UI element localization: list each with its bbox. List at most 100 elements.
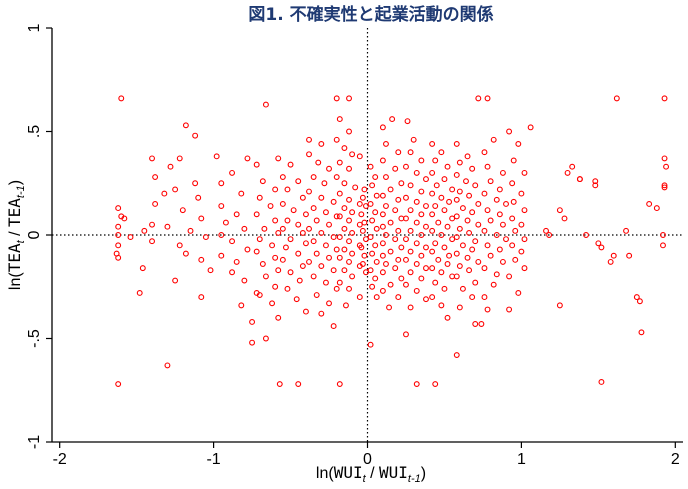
data-point <box>359 194 366 201</box>
data-point <box>229 269 236 276</box>
data-point <box>403 215 409 222</box>
data-point <box>306 136 312 143</box>
data-point <box>518 190 525 197</box>
data-point <box>218 180 225 187</box>
data-point <box>336 190 343 197</box>
data-point <box>233 258 240 265</box>
data-point <box>296 277 303 284</box>
data-point <box>269 242 276 249</box>
data-point <box>464 254 471 261</box>
data-point <box>346 95 352 102</box>
data-point <box>592 178 599 185</box>
data-point <box>341 225 348 232</box>
data-point <box>512 227 519 234</box>
data-point <box>287 269 294 276</box>
data-point <box>413 287 420 294</box>
data-point <box>432 157 439 164</box>
data-point <box>478 321 485 327</box>
data-point <box>367 234 374 241</box>
data-point <box>259 178 266 185</box>
data-point <box>413 169 420 176</box>
data-point <box>503 201 509 207</box>
data-point <box>279 201 286 207</box>
data-point <box>229 169 236 176</box>
data-point <box>459 285 466 292</box>
data-point <box>361 219 368 226</box>
data-point <box>387 248 394 255</box>
data-point <box>318 229 325 236</box>
data-point <box>423 223 429 230</box>
data-point <box>429 265 436 272</box>
data-point <box>387 219 394 226</box>
data-point <box>429 169 436 176</box>
data-point <box>456 225 463 232</box>
data-point <box>213 153 220 160</box>
data-point <box>435 256 442 263</box>
data-point <box>302 308 309 315</box>
data-point <box>293 296 300 303</box>
data-point <box>407 248 414 255</box>
data-point <box>363 203 369 209</box>
data-point <box>373 294 380 301</box>
data-point <box>379 157 386 164</box>
data-point <box>509 242 516 249</box>
data-point <box>484 207 491 214</box>
data-point <box>556 302 563 309</box>
data-point <box>275 229 282 236</box>
data-point <box>487 178 494 185</box>
data-point <box>349 209 356 216</box>
data-point <box>287 236 294 243</box>
data-point <box>229 238 236 245</box>
data-point <box>463 178 469 185</box>
data-point <box>484 95 491 102</box>
data-point <box>369 182 376 189</box>
data-point <box>346 165 352 172</box>
data-point <box>241 277 248 284</box>
data-point <box>295 381 302 387</box>
data-point <box>490 281 497 288</box>
data-point <box>379 211 386 218</box>
data-point <box>336 116 343 123</box>
data-point <box>379 240 386 247</box>
data-point <box>358 211 365 218</box>
data-point <box>238 190 245 197</box>
data-point <box>456 159 463 166</box>
data-point <box>438 269 445 276</box>
data-point <box>279 225 286 232</box>
data-point <box>487 217 494 224</box>
data-point <box>369 250 376 257</box>
y-tick-label: .5 <box>26 125 43 138</box>
data-point <box>336 254 343 261</box>
data-point <box>435 219 442 226</box>
data-point <box>660 232 666 238</box>
data-point <box>315 159 322 166</box>
data-point <box>395 149 402 156</box>
data-point <box>663 163 670 170</box>
data-point <box>115 254 122 261</box>
data-point <box>253 161 260 168</box>
data-point <box>646 201 653 207</box>
data-point <box>383 261 389 267</box>
data-point <box>598 379 605 385</box>
data-point <box>607 258 614 265</box>
data-point <box>506 273 513 280</box>
data-point <box>403 163 409 170</box>
data-point <box>207 267 214 274</box>
data-point <box>241 225 248 232</box>
data-point <box>441 244 448 251</box>
data-point <box>475 221 482 228</box>
data-point <box>407 227 414 234</box>
data-point <box>152 201 159 207</box>
data-point <box>383 203 389 209</box>
x-tick-label: 1 <box>517 451 526 468</box>
data-point <box>512 256 519 263</box>
data-point <box>256 194 263 201</box>
data-point <box>136 290 143 296</box>
data-point <box>490 136 497 143</box>
data-point <box>275 314 282 321</box>
data-point <box>453 140 460 147</box>
data-point <box>306 188 312 195</box>
data-point <box>510 198 517 205</box>
data-point <box>272 254 279 261</box>
